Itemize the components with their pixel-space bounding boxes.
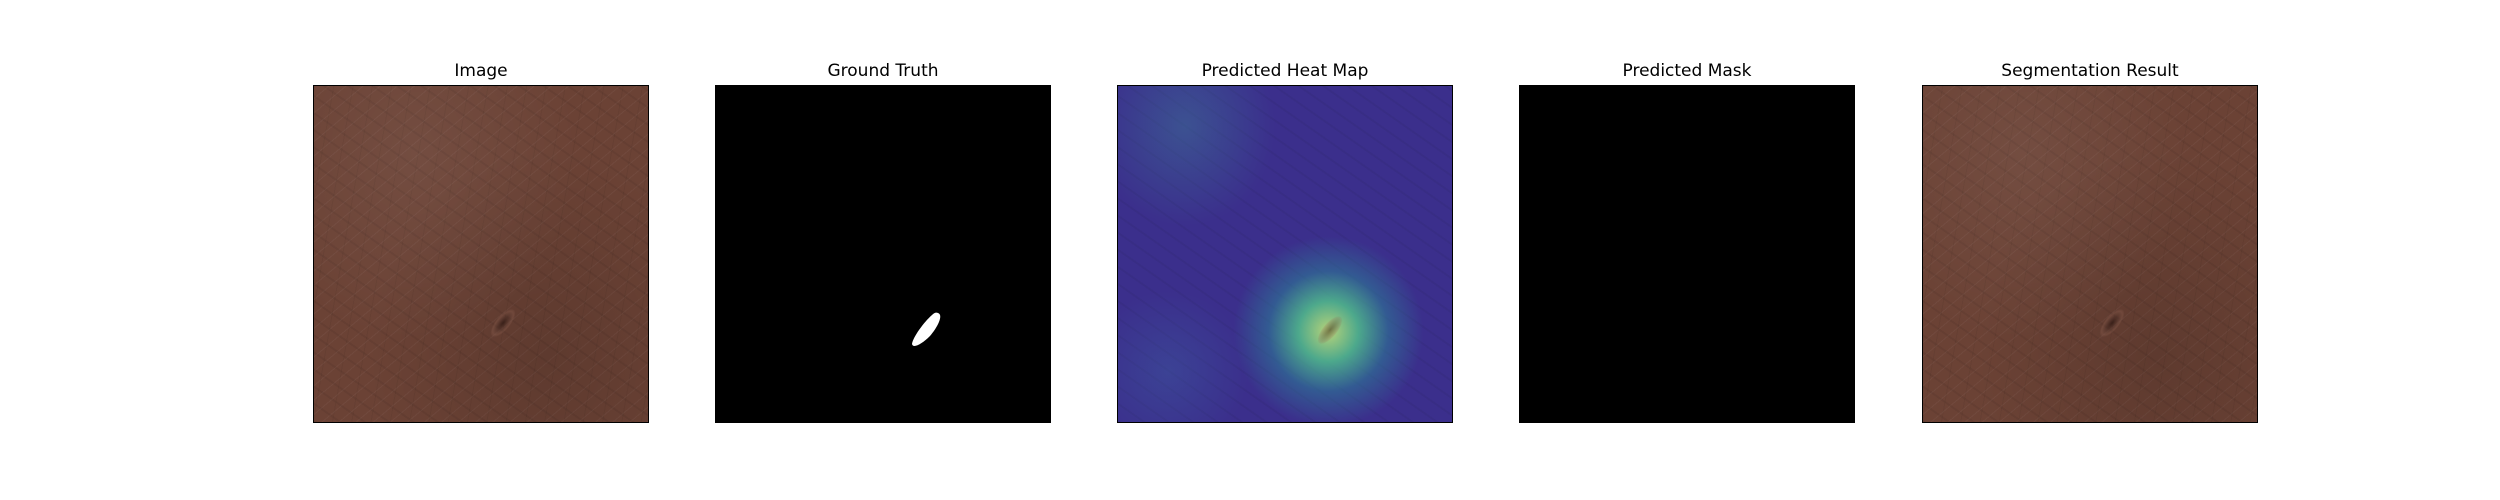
defect-mark <box>1313 312 1347 348</box>
panel-title: Image <box>454 61 508 81</box>
panel-image: Image <box>313 60 649 423</box>
defect-mark <box>2095 305 2129 341</box>
defect-region <box>912 312 941 347</box>
panel-title: Predicted Mask <box>1622 61 1752 81</box>
defect-mark <box>486 305 520 341</box>
panel-title: Ground Truth <box>827 61 939 81</box>
ground-truth-mask <box>715 85 1051 423</box>
leather-image <box>313 85 649 423</box>
ground-truth-shape <box>912 312 941 347</box>
panel-predicted-mask: Predicted Mask <box>1519 60 1855 423</box>
panel-heat-map: Predicted Heat Map <box>1117 60 1453 423</box>
panel-segmentation-result: Segmentation Result <box>1922 60 2258 423</box>
heat-map-image <box>1117 85 1453 423</box>
panel-ground-truth: Ground Truth <box>715 60 1051 423</box>
panel-title: Predicted Heat Map <box>1201 61 1369 81</box>
panel-title: Segmentation Result <box>2001 61 2179 81</box>
predicted-mask-image <box>1519 85 1855 423</box>
segmentation-result-image <box>1922 85 2258 423</box>
